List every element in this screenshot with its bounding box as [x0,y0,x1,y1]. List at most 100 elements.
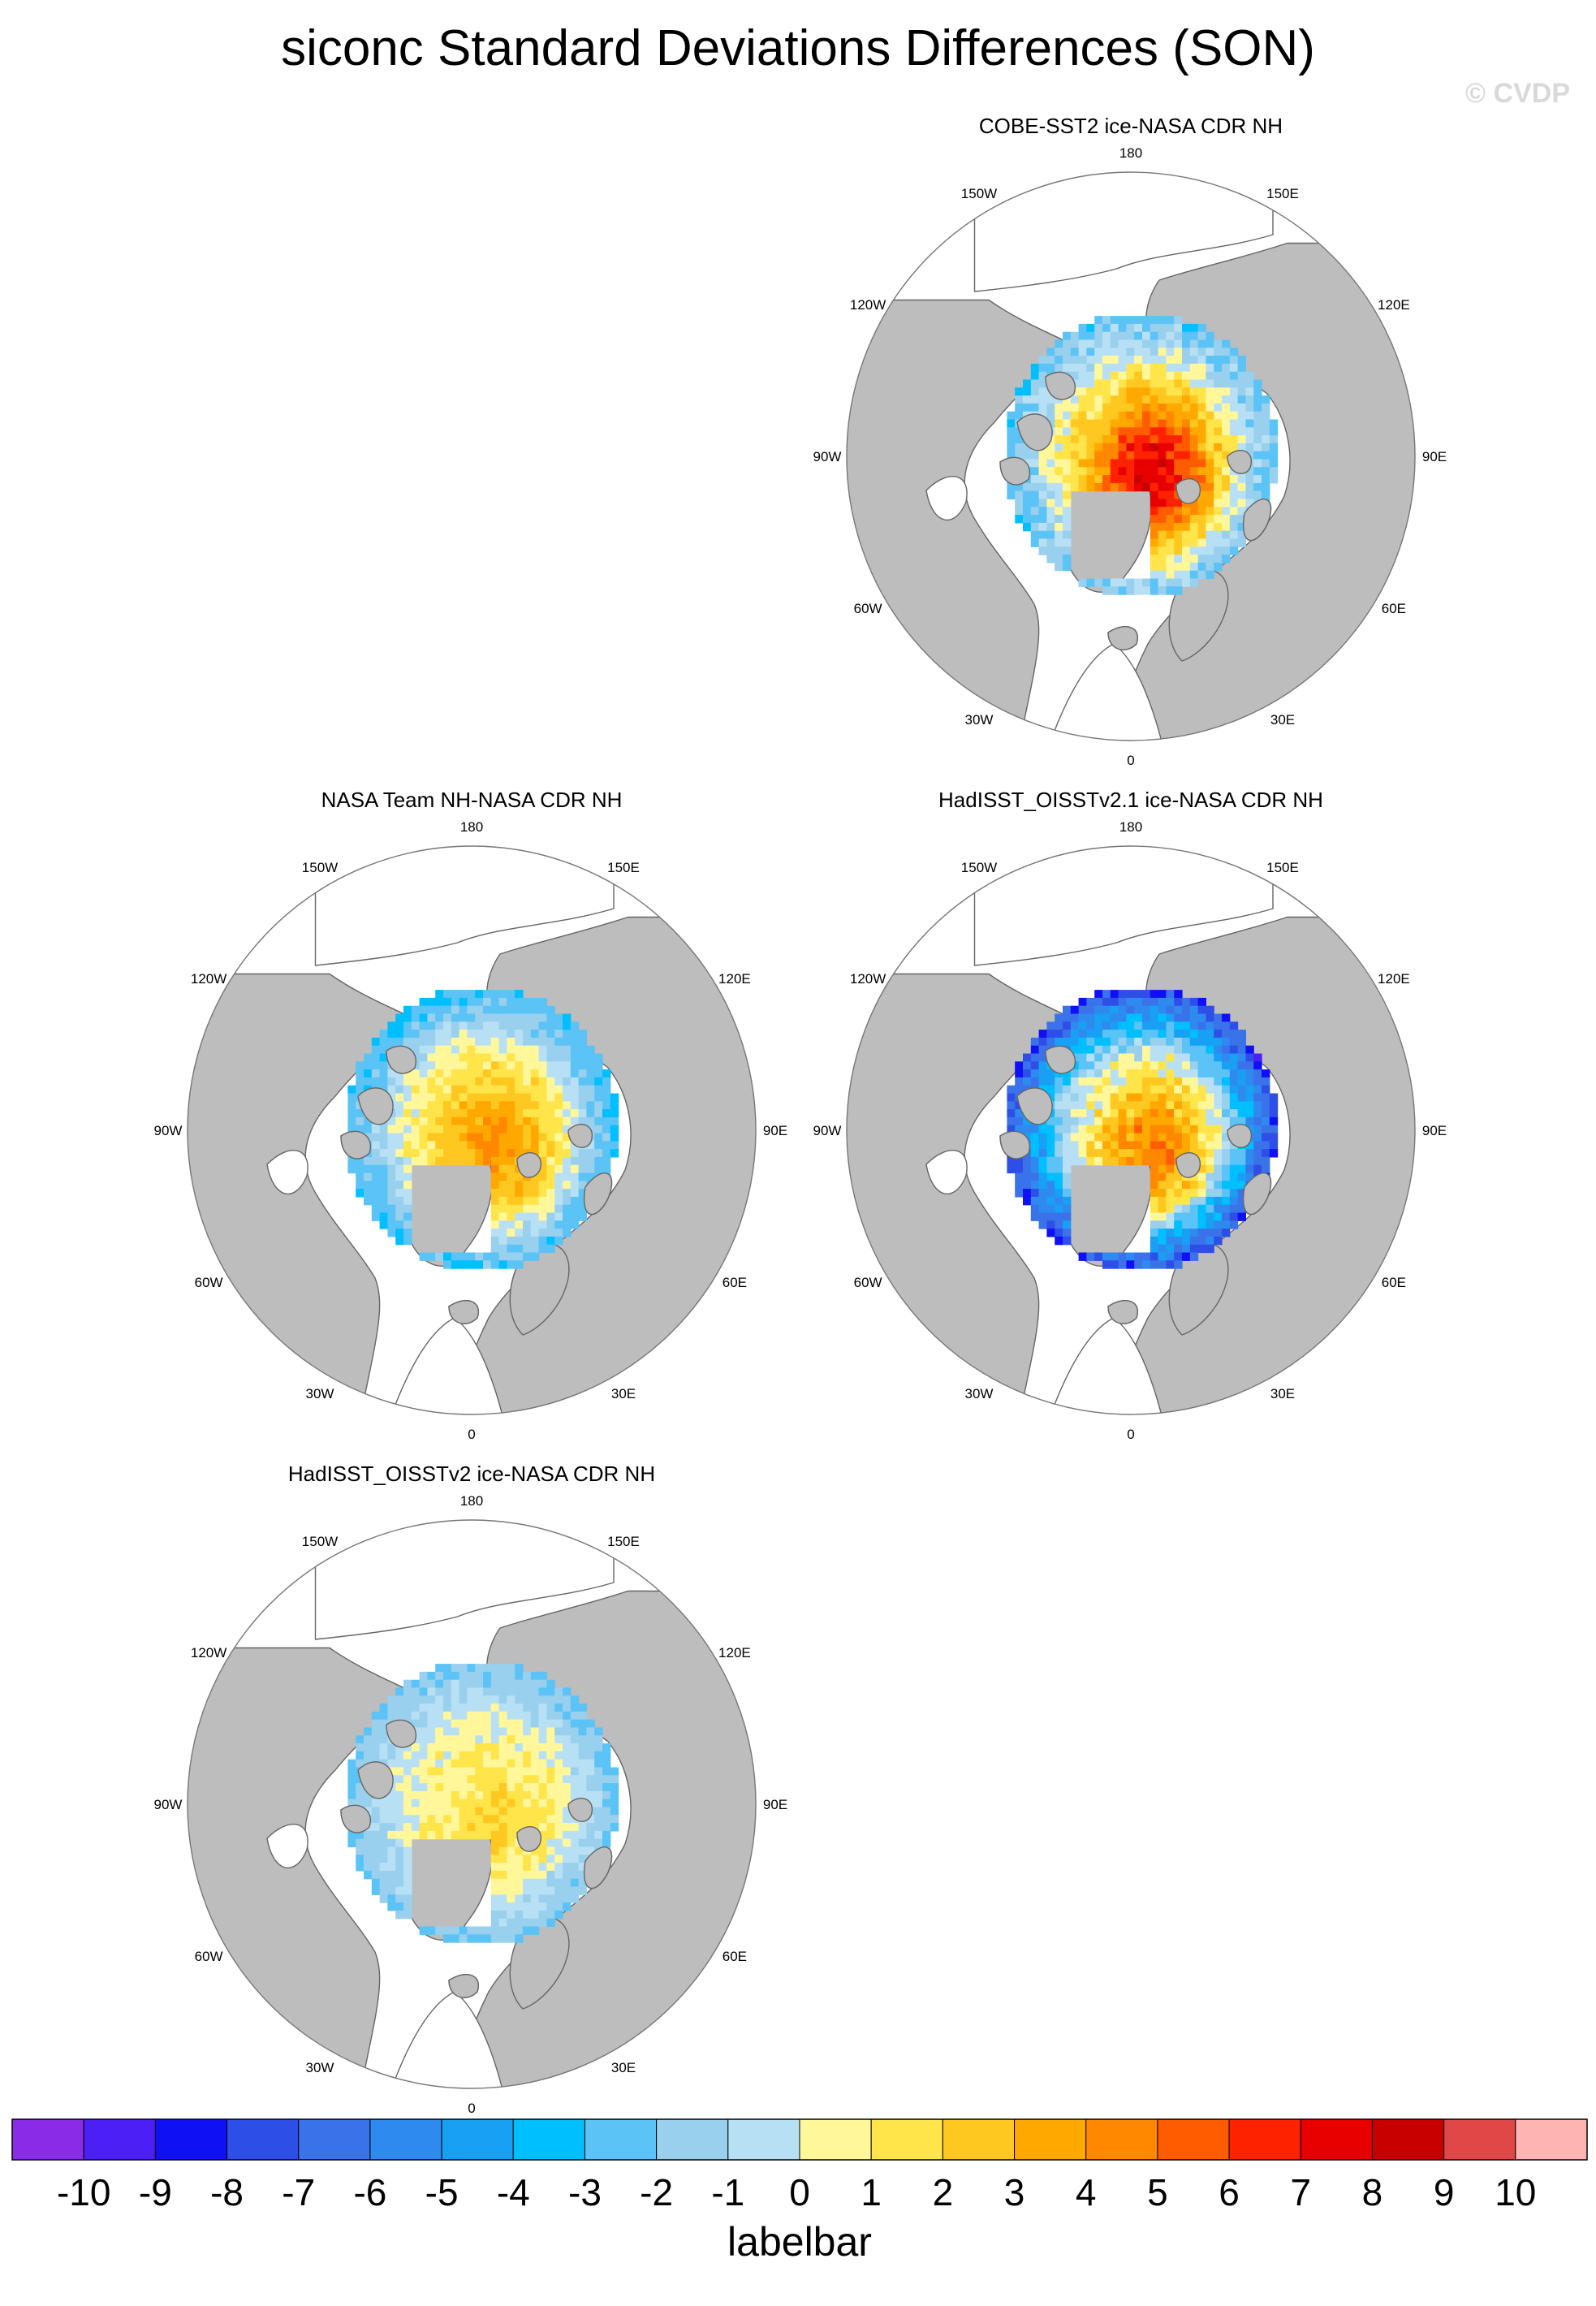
labelbar-box [1371,2118,1445,2161]
labelbar-box [656,2118,729,2161]
longitude-label: 120W [191,971,226,987]
longitude-label: 30W [306,2060,334,2075]
labelbar-box [226,2118,300,2161]
longitude-label: 0 [1127,1427,1134,1442]
labelbar-box [1443,2118,1516,2161]
longitude-label: 150W [961,186,997,201]
labelbar-box [83,2118,156,2161]
longitude-label: 30E [1270,712,1295,728]
labelbar-tick-label: 2 [933,2171,954,2213]
labelbar-tick-label: -10 [57,2171,110,2213]
labelbar-tick-label: 7 [1290,2171,1311,2213]
longitude-label: 120W [191,1645,226,1660]
labelbar-box [441,2118,514,2161]
labelbar-tick-label: -6 [353,2171,386,2213]
longitude-label: 150W [302,860,338,875]
longitude-label: 90E [763,1797,787,1812]
longitude-label: 0 [468,1427,475,1442]
page-title: siconc Standard Deviations Differences (… [281,20,1315,76]
labelbar-box [584,2118,658,2161]
labelbar-box [1300,2118,1373,2161]
map-panel-cobe: COBE-SST2 ice-NASA CDR NH 180 150E 120E 90E 6… [813,114,1447,768]
labelbar-tick-label: 6 [1219,2171,1240,2213]
labelbar: -10 -9 -8 -7 -6 -5 -4 -3 -2 -1 0 1 2 3 4 5 6 7 8 9 10labelba… [11,2118,1588,2265]
longitude-label: 60W [195,1949,223,1964]
longitude-label: 90W [154,1797,183,1812]
longitude-label: 90W [813,449,842,464]
labelbar-box [799,2118,872,2161]
longitude-label: 150W [302,1534,338,1549]
labelbar-tick-label: 5 [1147,2171,1168,2213]
labelbar-tick-label: -1 [711,2171,744,2213]
map-boundary [187,845,757,1415]
longitude-label: 150E [1266,186,1299,201]
labelbar-box [369,2118,442,2161]
longitude-label: 30E [611,1386,636,1401]
labelbar-box [1515,2118,1588,2161]
longitude-label: 60W [854,1275,882,1290]
longitude-label: 120E [718,1645,751,1660]
labelbar-box [727,2118,800,2161]
longitude-label: 180 [1119,819,1142,835]
labelbar-box [1085,2118,1158,2161]
longitude-label: 0 [468,2101,475,2116]
longitude-label: 120E [718,971,751,987]
labelbar-tick-label: -7 [282,2171,315,2213]
labelbar-box [298,2118,371,2161]
labelbar-tick-label: -2 [640,2171,673,2213]
map-panel-nasateam: NASA Team NH-NASA CDR NH 180 150E 120E 90E 60… [154,788,788,1442]
labelbar-box [1014,2118,1087,2161]
longitude-label: 120E [1378,971,1410,987]
longitude-label: 30W [965,712,994,728]
watermark: © CVDP [1465,78,1570,109]
longitude-label: 90E [1422,449,1447,464]
longitude-label: 150E [607,860,640,875]
sea-ice-field [1007,990,1279,1269]
longitude-label: 60W [854,601,882,616]
longitude-label: 0 [1127,753,1134,768]
panel-title: HadISST_OISSTv2.1 ice-NASA CDR NH [938,788,1323,812]
longitude-label: 60E [1382,1275,1406,1290]
longitude-label: 180 [1119,145,1142,161]
longitude-label: 30E [611,2060,636,2075]
labelbar-tick-label: 9 [1434,2171,1455,2213]
labelbar-tick-label: -4 [497,2171,530,2213]
labelbar-tick-label: 4 [1076,2171,1097,2213]
longitude-label: 150E [607,1534,640,1549]
labelbar-box [870,2118,943,2161]
longitude-label: 30W [965,1386,994,1401]
map-boundary [846,845,1416,1415]
panel-title: COBE-SST2 ice-NASA CDR NH [979,114,1283,138]
labelbar-tick-label: -5 [425,2171,459,2213]
labelbar-box [1157,2118,1230,2161]
labelbar-tick-label: -3 [568,2171,602,2213]
labelbar-box [1228,2118,1301,2161]
labelbar-tick-label: 10 [1495,2171,1536,2213]
labelbar-box [942,2118,1016,2161]
longitude-label: 120E [1378,297,1410,313]
longitude-label: 180 [460,819,483,835]
longitude-label: 90E [763,1123,787,1138]
longitude-label: 120W [850,971,886,987]
longitude-label: 90E [1422,1123,1447,1138]
labelbar-box [11,2118,84,2161]
longitude-label: 120W [850,297,886,313]
labelbar-tick-label: -9 [139,2171,172,2213]
longitude-label: 150W [961,860,997,875]
longitude-label: 60E [723,1275,747,1290]
longitude-label: 90W [154,1123,183,1138]
panel-title: NASA Team NH-NASA CDR NH [321,788,623,812]
longitude-label: 60W [195,1275,223,1290]
map-boundary [187,1519,757,2089]
map-panel-hadisst21: HadISST_OISSTv2.1 ice-NASA CDR NH 180 150E… [813,788,1447,1442]
longitude-label: 60E [1382,601,1406,616]
panel-title: HadISST_OISSTv2 ice-NASA CDR NH [288,1462,655,1486]
longitude-label: 30E [1270,1386,1295,1401]
longitude-label: 30W [306,1386,334,1401]
longitude-label: 90W [813,1123,842,1138]
longitude-label: 180 [460,1493,483,1509]
labelbar-tick-label: -8 [210,2171,244,2213]
labelbar-tick-label: 8 [1362,2171,1383,2213]
map-boundary [846,171,1416,741]
